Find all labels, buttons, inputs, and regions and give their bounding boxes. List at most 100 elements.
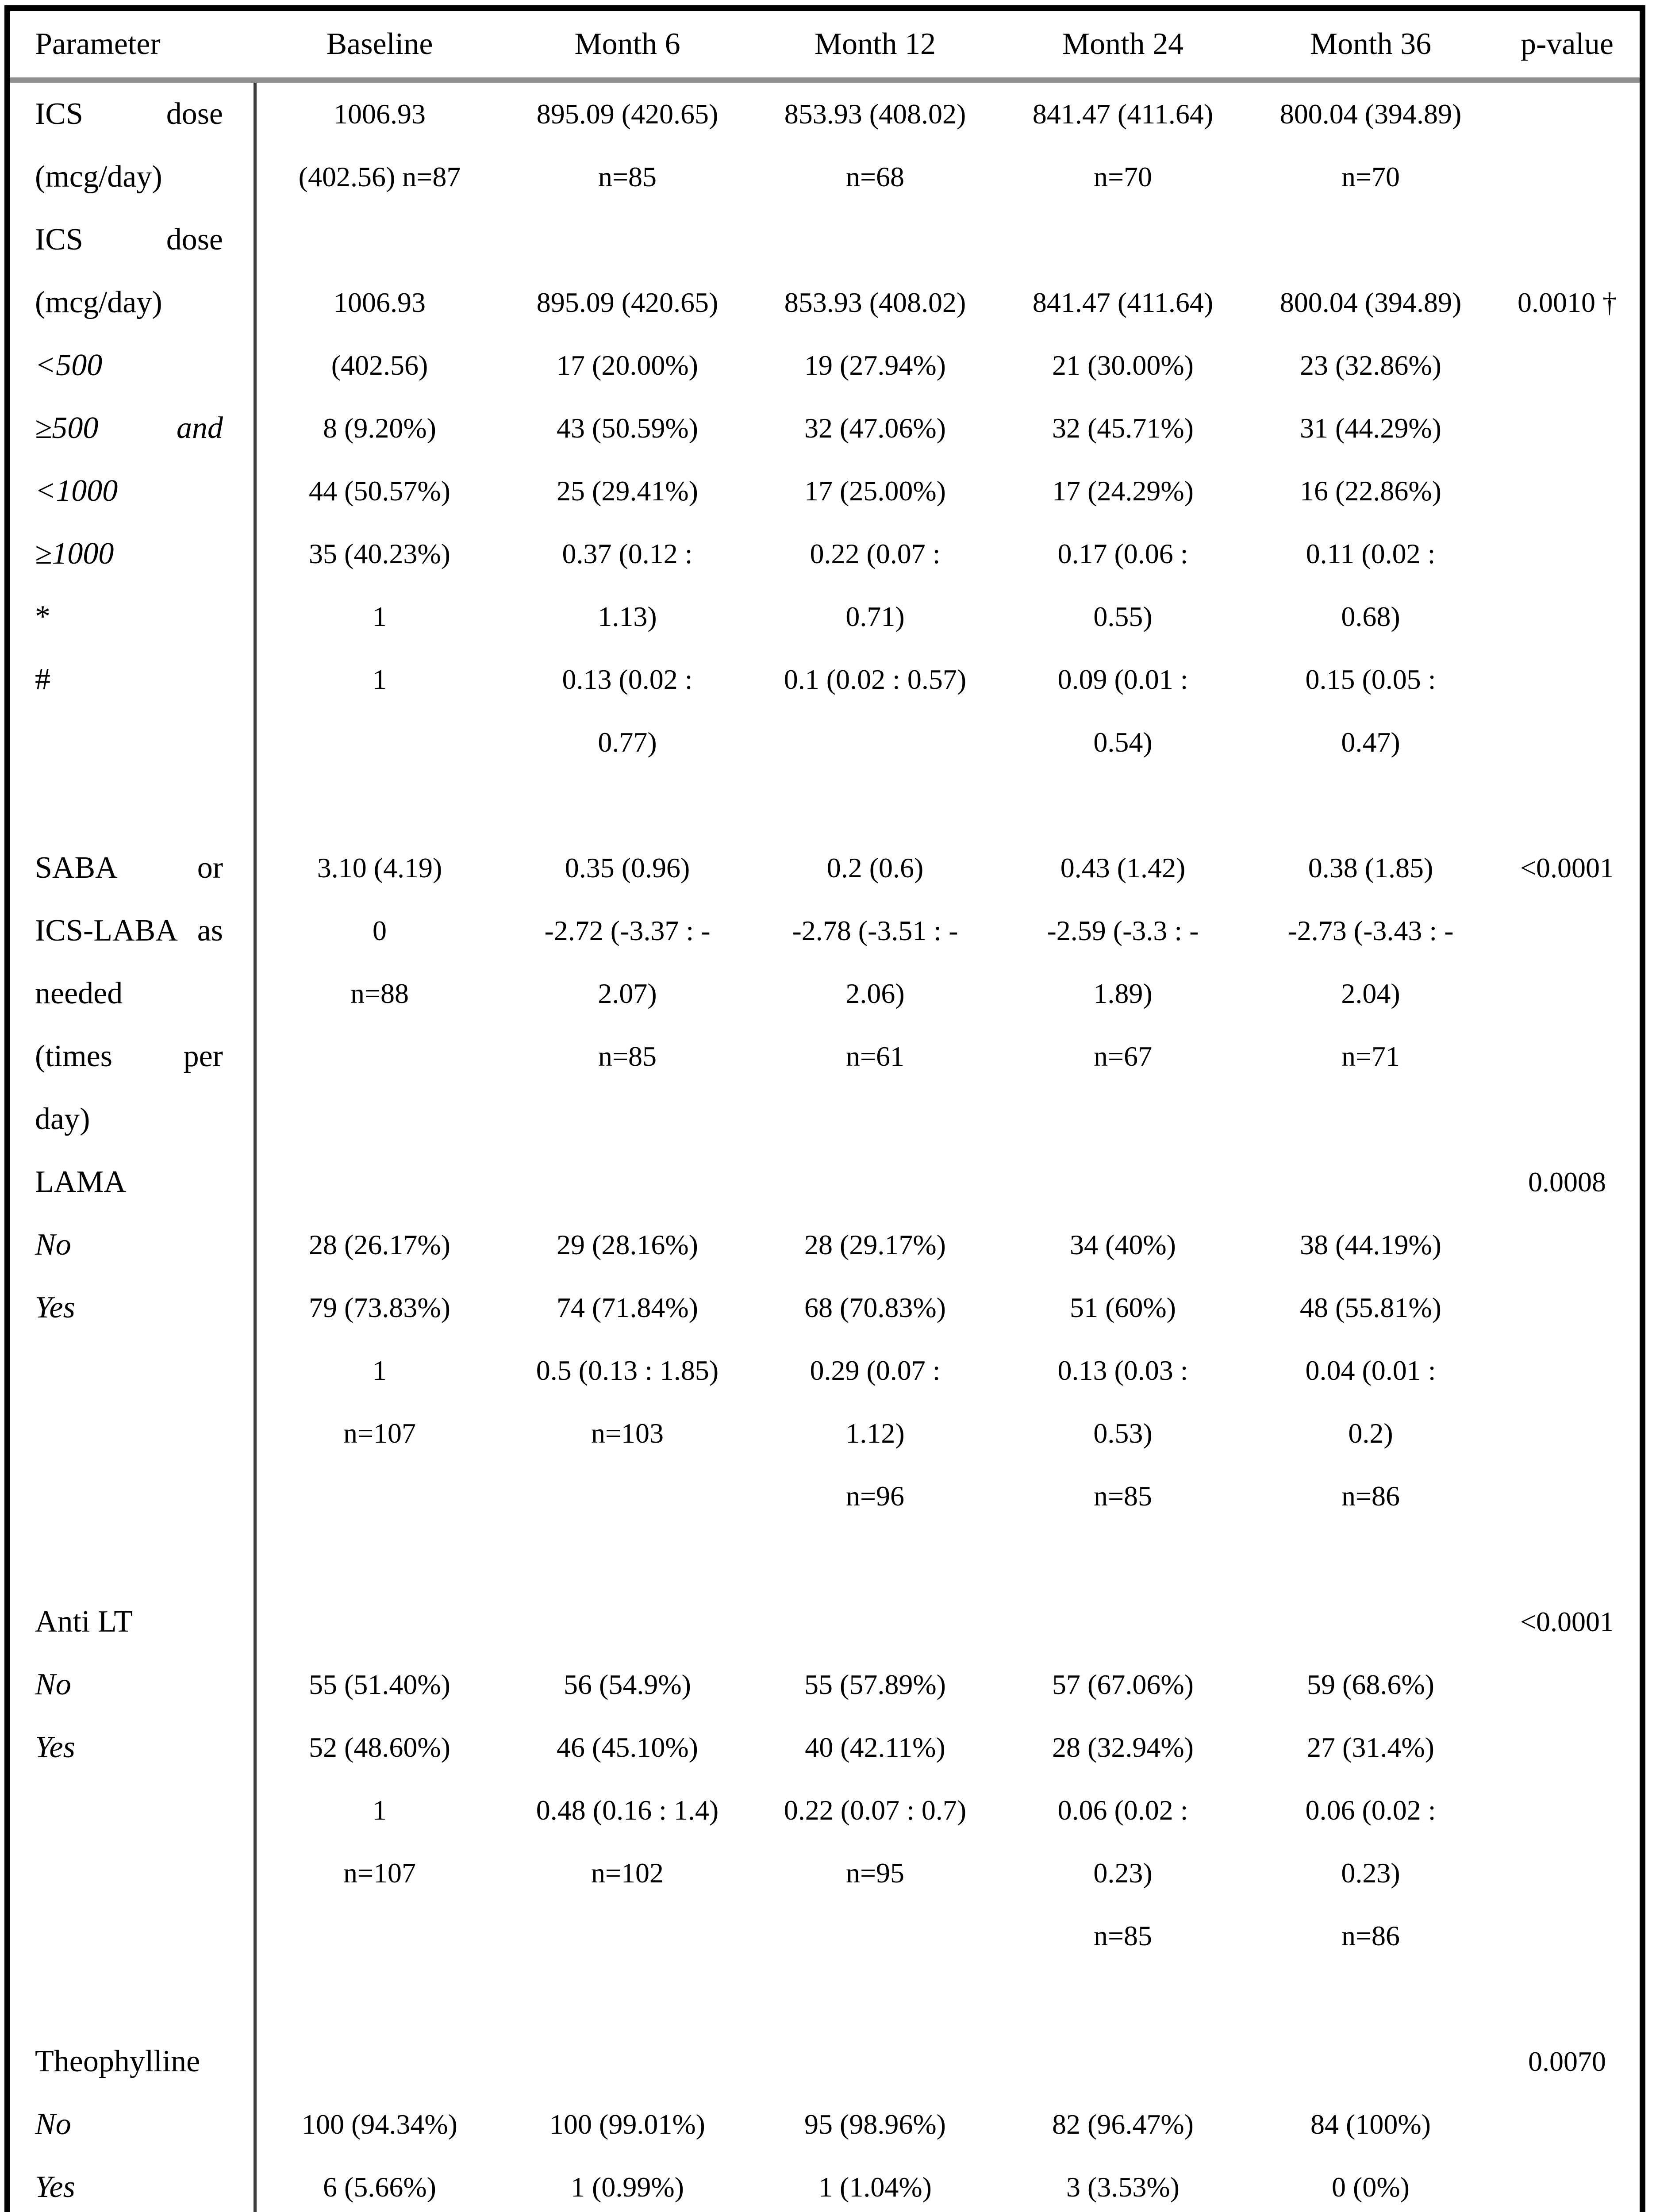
data-cell-baseline: 3.10 (4.19) xyxy=(317,852,442,883)
data-cell-baseline: 1 xyxy=(373,664,387,695)
parameter-cell: ≥1000 xyxy=(10,536,256,572)
column-header-2: Month 6 xyxy=(574,27,680,61)
data-cell-month-36: 16 (22.86%) xyxy=(1300,475,1441,507)
parameter-cell: Theophylline xyxy=(10,2044,256,2079)
data-cell-baseline: 28 (26.17%) xyxy=(309,1229,450,1260)
parameter-cell: day) xyxy=(10,1102,256,1137)
data-cell-month-36: 0.47) xyxy=(1341,726,1400,758)
data-cell-month-6: -2.72 (-3.37 : - xyxy=(544,915,711,946)
data-cell-baseline: 52 (48.60%) xyxy=(309,1732,450,1763)
table-row: * 1 1.13) 0.71) 0.55) 0.68) xyxy=(10,585,1640,648)
data-cell-month-12: n=95 xyxy=(845,1857,905,1889)
parameter-label: <500 xyxy=(35,348,103,382)
parameter-label: No xyxy=(35,2107,71,2141)
table-body: ICS dose 1006.93 895.09 (420.65) 853.93 (408… xyxy=(10,83,1640,2212)
parameter-cell: SABA or xyxy=(10,850,256,886)
parameter-cell: ICS dose xyxy=(10,222,256,257)
parameter-cell: No xyxy=(10,1227,256,1263)
parameter-label-continued: dose xyxy=(166,223,223,257)
data-cell-month-6: 0.48 (0.16 : 1.4) xyxy=(536,1794,719,1826)
data-cell-baseline: n=107 xyxy=(343,1417,416,1449)
parameter-cell: No xyxy=(10,2107,256,2142)
column-header-6: p-value xyxy=(1521,27,1614,61)
table-row: n=96 n=85 n=86 xyxy=(10,1465,1640,1528)
data-cell-baseline: 1 xyxy=(373,1355,387,1386)
data-cell-month-24: 841.47 (411.64) xyxy=(1032,98,1214,130)
data-cell-month-36: 0.11 (0.02 : xyxy=(1306,538,1436,569)
data-cell-month-6: n=85 xyxy=(598,1041,657,1072)
table-row: ICS dose xyxy=(10,208,1640,271)
table-row: ≥500 and 8 (9.20%) 43 (50.59%) 32 (47.06%) 32… xyxy=(10,397,1640,460)
parameter-cell: Anti LT xyxy=(10,1604,256,1640)
data-cell-baseline: 1 xyxy=(373,601,387,632)
table-header-row: Parameter Baseline Month 6 Month 12 Month 24… xyxy=(10,11,1640,77)
data-cell-baseline: 55 (51.40%) xyxy=(309,1669,450,1700)
data-cell-month-24: 17 (24.29%) xyxy=(1052,475,1194,507)
data-cell-month-36: 38 (44.19%) xyxy=(1300,1229,1441,1260)
data-cell-month-12: 0.71) xyxy=(845,601,905,632)
data-cell-month-36: 0 (0%) xyxy=(1332,2171,1410,2203)
parameter-label: (times xyxy=(35,1039,112,1073)
parameter-label-continued: as xyxy=(197,914,223,948)
p-value-cell: 0.0070 xyxy=(1528,2046,1606,2077)
data-cell-month-36: 23 (32.86%) xyxy=(1300,349,1441,381)
data-cell-month-12: 95 (98.96%) xyxy=(804,2108,946,2140)
parameter-cell: (mcg/day) xyxy=(10,285,256,320)
data-cell-baseline: 100 (94.34%) xyxy=(302,2108,457,2140)
table-row: 1 0.5 (0.13 : 1.85) 0.29 (0.07 : 0.13 (0.03… xyxy=(10,1339,1640,1402)
parameter-label: (mcg/day) xyxy=(35,285,162,319)
parameter-cell: Yes xyxy=(10,2170,256,2205)
table-row: LAMA 0.0008 xyxy=(10,1151,1640,1214)
table-row: No 55 (51.40%) 56 (54.9%) 55 (57.89%) 57 (67… xyxy=(10,1653,1640,1716)
data-cell-month-24: 21 (30.00%) xyxy=(1052,349,1194,381)
data-cell-month-36: 59 (68.6%) xyxy=(1307,1669,1434,1700)
data-cell-month-24: n=85 xyxy=(1093,1480,1153,1512)
table-row: <1000 44 (50.57%) 25 (29.41%) 17 (25.00%) 17… xyxy=(10,460,1640,522)
data-cell-month-12: 28 (29.17%) xyxy=(804,1229,946,1260)
data-cell-baseline: (402.56) xyxy=(331,349,428,381)
data-cell-baseline: n=107 xyxy=(343,1857,416,1889)
data-cell-month-24: 28 (32.94%) xyxy=(1052,1732,1194,1763)
data-cell-month-36: 0.15 (0.05 : xyxy=(1305,664,1436,695)
parameter-label: No xyxy=(35,1228,71,1262)
table-row: 1 0.48 (0.16 : 1.4) 0.22 (0.07 : 0.7) 0.06 … xyxy=(10,1779,1640,1842)
data-cell-month-24: 0.13 (0.03 : xyxy=(1057,1355,1188,1386)
table-row: Yes 79 (73.83%) 74 (71.84%) 68 (70.83%) 51 (… xyxy=(10,1276,1640,1339)
data-cell-month-24: 1.89) xyxy=(1093,978,1153,1009)
data-cell-month-36: 800.04 (394.89) xyxy=(1279,98,1462,130)
parameter-label: day) xyxy=(35,1102,90,1136)
data-cell-month-12: n=61 xyxy=(845,1041,905,1072)
table-row: 0.77) 0.54) 0.47) xyxy=(10,711,1640,774)
parameter-cell: Yes xyxy=(10,1290,256,1325)
data-cell-month-6: 43 (50.59%) xyxy=(557,412,698,444)
data-cell-month-36: 0.2) xyxy=(1348,1417,1393,1449)
parameter-label-continued: per xyxy=(183,1039,223,1073)
data-cell-month-36: n=86 xyxy=(1341,1480,1400,1512)
data-cell-month-24: 57 (67.06%) xyxy=(1052,1669,1194,1700)
data-cell-month-36: 0.06 (0.02 : xyxy=(1305,1794,1436,1826)
data-cell-month-12: 55 (57.89%) xyxy=(804,1669,946,1700)
table-row: ≥1000 35 (40.23%) 0.37 (0.12 : 0.22 (0.07 :… xyxy=(10,522,1640,585)
column-header-1: Baseline xyxy=(326,27,433,61)
data-cell-month-12: 68 (70.83%) xyxy=(804,1292,946,1323)
data-cell-month-6: 0.37 (0.12 : xyxy=(562,538,693,569)
data-cell-month-24: 0.54) xyxy=(1093,726,1153,758)
table-row: ICS dose 1006.93 895.09 (420.65) 853.93 (408… xyxy=(10,83,1640,146)
data-cell-month-36: n=86 xyxy=(1341,1920,1400,1951)
table-row: day) xyxy=(10,1088,1640,1151)
data-cell-month-12: 32 (47.06%) xyxy=(804,412,946,444)
table-row: Anti LT <0.0001 xyxy=(10,1590,1640,1653)
data-cell-month-24: -2.59 (-3.3 : - xyxy=(1047,915,1199,946)
parameter-label: Yes xyxy=(35,1290,75,1325)
column-header-0: Parameter xyxy=(35,27,161,61)
table-row: No 28 (26.17%) 29 (28.16%) 28 (29.17%) 34 (4… xyxy=(10,1214,1640,1276)
data-cell-month-24: 841.47 (411.64) xyxy=(1032,287,1214,318)
data-cell-month-36: 84 (100%) xyxy=(1310,2108,1431,2140)
parameter-cell: needed xyxy=(10,976,256,1011)
parameter-label: Theophylline xyxy=(35,2044,200,2078)
p-value-cell: 0.0010 † xyxy=(1518,287,1617,318)
table-row: Theophylline 0.0070 xyxy=(10,2030,1640,2093)
table-frame: Parameter Baseline Month 6 Month 12 Month 24… xyxy=(4,5,1645,2212)
data-cell-month-6: n=103 xyxy=(591,1417,664,1449)
table-row: <500 (402.56) 17 (20.00%) 19 (27.94%) 21 (30… xyxy=(10,334,1640,397)
